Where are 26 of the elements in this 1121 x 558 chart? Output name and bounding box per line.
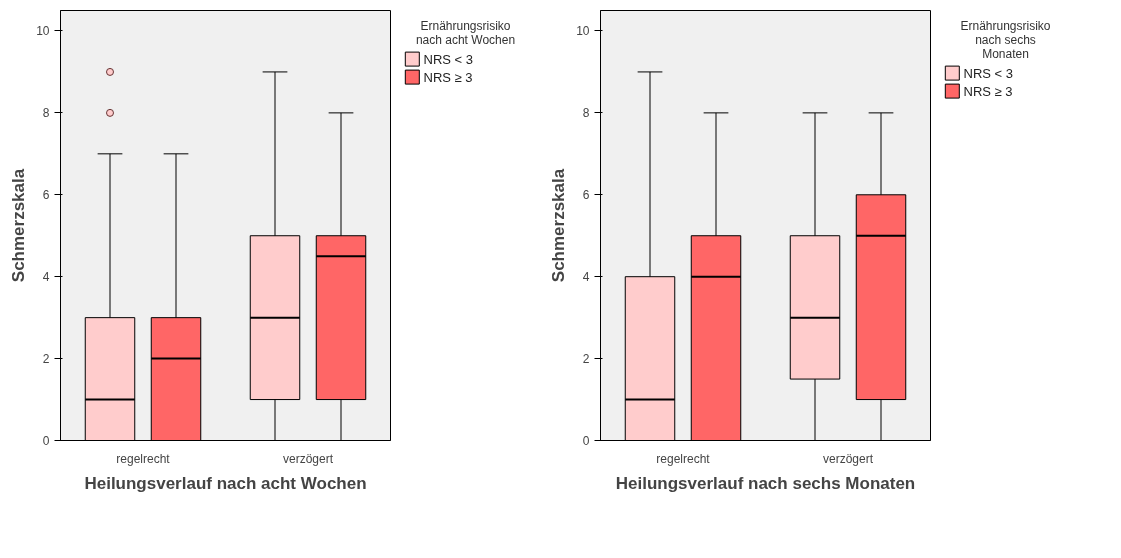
y-tick-label: 2: [582, 352, 590, 367]
legend-label: NRS ≥ 3: [963, 83, 1013, 99]
legend-label: NRS ≥ 3: [423, 69, 473, 85]
y-tick-label: 2: [42, 352, 50, 367]
y-tick-label: 6: [42, 188, 50, 203]
y-tick-label: 4: [582, 270, 590, 285]
legend-label: NRS < 3: [423, 51, 473, 67]
y-tick-label: 10: [36, 24, 50, 39]
y-tick-label: 8: [42, 106, 50, 121]
legend-title: Ernährungsrisiko nach acht Wochen: [415, 19, 516, 48]
legend-label: NRS < 3: [963, 65, 1013, 81]
y-tick-label: 0: [42, 434, 50, 448]
y-tick-label: 8: [582, 106, 590, 121]
y-tick-label: 4: [42, 270, 50, 285]
x-axis-title: Heilungsverlauf nach acht Wochen: [84, 473, 367, 493]
y-tick-label: 6: [582, 188, 590, 203]
x-tick-label: verzögert: [282, 451, 334, 466]
x-axis-title: Heilungsverlauf nach sechs Monaten: [615, 473, 916, 493]
y-tick-label: 10: [576, 24, 590, 39]
x-tick-label: regelrecht: [656, 451, 711, 466]
x-tick-label: verzögert: [822, 451, 874, 466]
y-tick-label: 0: [582, 434, 590, 448]
legend-title: Ernährungsrisiko nach sechs Monaten: [960, 19, 1051, 62]
y-axis-title: Schmerzskala: [9, 168, 29, 283]
y-axis-title: Schmerzskala: [549, 168, 569, 283]
x-tick-label: regelrecht: [116, 451, 171, 466]
